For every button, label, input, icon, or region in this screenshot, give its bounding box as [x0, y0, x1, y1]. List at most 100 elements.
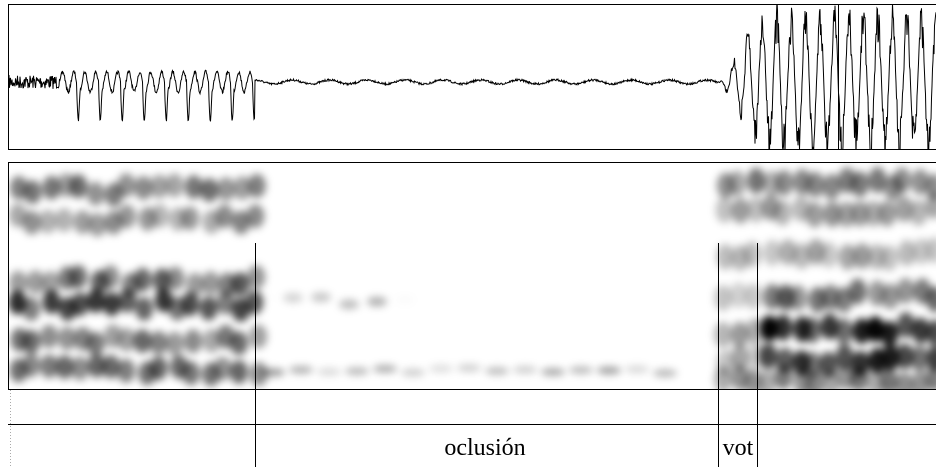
energy	[339, 299, 359, 310]
energy	[834, 286, 853, 313]
energy	[744, 283, 763, 310]
energy	[429, 364, 453, 373]
energy	[373, 364, 397, 373]
energy	[730, 321, 749, 348]
energy	[893, 167, 912, 194]
energy	[896, 312, 915, 339]
energy	[849, 365, 868, 389]
energy	[184, 175, 203, 200]
energy	[58, 326, 77, 351]
energy	[249, 324, 268, 349]
energy	[117, 204, 136, 229]
energy	[792, 243, 811, 270]
energy	[743, 241, 762, 268]
spectrogram-blobs	[9, 167, 936, 389]
energy	[653, 369, 677, 378]
energy	[895, 343, 914, 370]
energy	[134, 175, 153, 200]
energy	[793, 168, 812, 195]
energy	[746, 318, 765, 345]
energy	[803, 351, 822, 378]
energy	[73, 210, 92, 235]
energy	[838, 244, 857, 271]
energy	[541, 367, 565, 376]
energy	[181, 206, 200, 231]
energy	[133, 267, 152, 292]
energy	[457, 364, 481, 373]
energy	[23, 180, 42, 205]
energy	[774, 363, 793, 389]
energy	[86, 331, 105, 356]
energy	[181, 292, 200, 317]
energy	[759, 343, 778, 370]
energy	[245, 290, 264, 315]
energy	[822, 173, 841, 200]
energy	[118, 288, 137, 313]
energy	[135, 296, 154, 321]
energy	[201, 271, 220, 296]
energy	[823, 201, 842, 228]
interval-label: oclusión	[444, 435, 525, 461]
energy	[730, 344, 749, 371]
energy	[247, 173, 266, 198]
energy	[199, 296, 218, 321]
energy	[395, 295, 415, 305]
energy	[41, 271, 60, 296]
waveform	[9, 5, 936, 149]
energy	[806, 171, 825, 198]
energy	[101, 265, 120, 290]
energy	[744, 369, 763, 389]
energy	[597, 366, 621, 375]
energy	[289, 365, 313, 374]
energy	[117, 327, 136, 352]
energy	[789, 285, 808, 312]
energy	[249, 362, 268, 387]
waveform-trace	[9, 5, 936, 149]
energy	[513, 365, 537, 374]
energy	[86, 181, 105, 206]
energy	[152, 268, 171, 293]
energy	[820, 313, 839, 340]
energy	[925, 192, 936, 219]
energy	[747, 167, 766, 194]
energy	[38, 209, 57, 234]
energy	[246, 204, 265, 229]
energy	[117, 173, 136, 198]
energy	[202, 328, 221, 353]
energy	[728, 170, 747, 197]
energy	[22, 329, 41, 354]
energy	[731, 197, 750, 224]
energy	[22, 210, 41, 235]
energy	[261, 368, 285, 377]
energy	[117, 358, 136, 383]
energy	[213, 356, 232, 381]
energy	[283, 292, 303, 303]
energy	[880, 245, 899, 272]
energy	[229, 331, 248, 356]
energy	[911, 168, 930, 195]
energy	[9, 270, 28, 295]
energy	[317, 367, 341, 376]
energy	[714, 366, 733, 389]
energy	[852, 318, 871, 345]
energy	[345, 367, 369, 376]
energy	[925, 365, 936, 389]
energy	[40, 324, 59, 349]
energy	[805, 201, 824, 228]
energy	[910, 371, 929, 389]
energy	[200, 178, 219, 203]
energy	[247, 265, 266, 290]
energy	[715, 197, 734, 224]
energy	[773, 199, 792, 226]
energy	[231, 272, 250, 297]
energy	[625, 365, 649, 374]
energy	[55, 355, 74, 380]
energy	[215, 204, 234, 229]
energy	[69, 174, 88, 199]
energy	[218, 272, 237, 297]
energy	[716, 243, 735, 270]
energy	[9, 290, 27, 315]
energy	[897, 240, 916, 267]
energy	[837, 201, 856, 228]
